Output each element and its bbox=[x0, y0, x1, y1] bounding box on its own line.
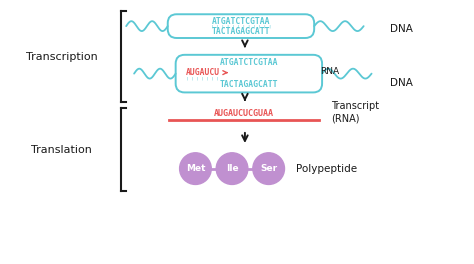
Text: ATGATCTCGTAA: ATGATCTCGTAA bbox=[212, 17, 270, 26]
Text: DNA: DNA bbox=[391, 78, 413, 88]
Text: AUGAUCUCGUAA: AUGAUCUCGUAA bbox=[214, 109, 274, 118]
Text: ATGATCTCGTAA: ATGATCTCGTAA bbox=[219, 58, 278, 67]
Text: RNA: RNA bbox=[320, 67, 339, 76]
Text: Met: Met bbox=[186, 164, 205, 173]
Text: Transcription: Transcription bbox=[26, 52, 98, 62]
Text: TACTAGAGCATT: TACTAGAGCATT bbox=[219, 80, 278, 89]
Text: Ile: Ile bbox=[226, 164, 238, 173]
Text: Ser: Ser bbox=[260, 164, 277, 173]
Text: Polypeptide: Polypeptide bbox=[296, 164, 357, 174]
Text: AUGAUCU: AUGAUCU bbox=[185, 68, 219, 77]
Text: Transcript
(RNA): Transcript (RNA) bbox=[331, 101, 379, 124]
Text: TACTAGAGCATT: TACTAGAGCATT bbox=[212, 27, 270, 36]
Circle shape bbox=[180, 153, 211, 185]
Text: | | | | | | |: | | | | | | | bbox=[185, 77, 218, 81]
Text: | | | | | | | | | | | |: | | | | | | | | | | | | bbox=[211, 24, 271, 28]
Text: DNA: DNA bbox=[391, 24, 413, 34]
Text: Translation: Translation bbox=[31, 145, 92, 155]
Circle shape bbox=[253, 153, 284, 185]
Circle shape bbox=[216, 153, 248, 185]
